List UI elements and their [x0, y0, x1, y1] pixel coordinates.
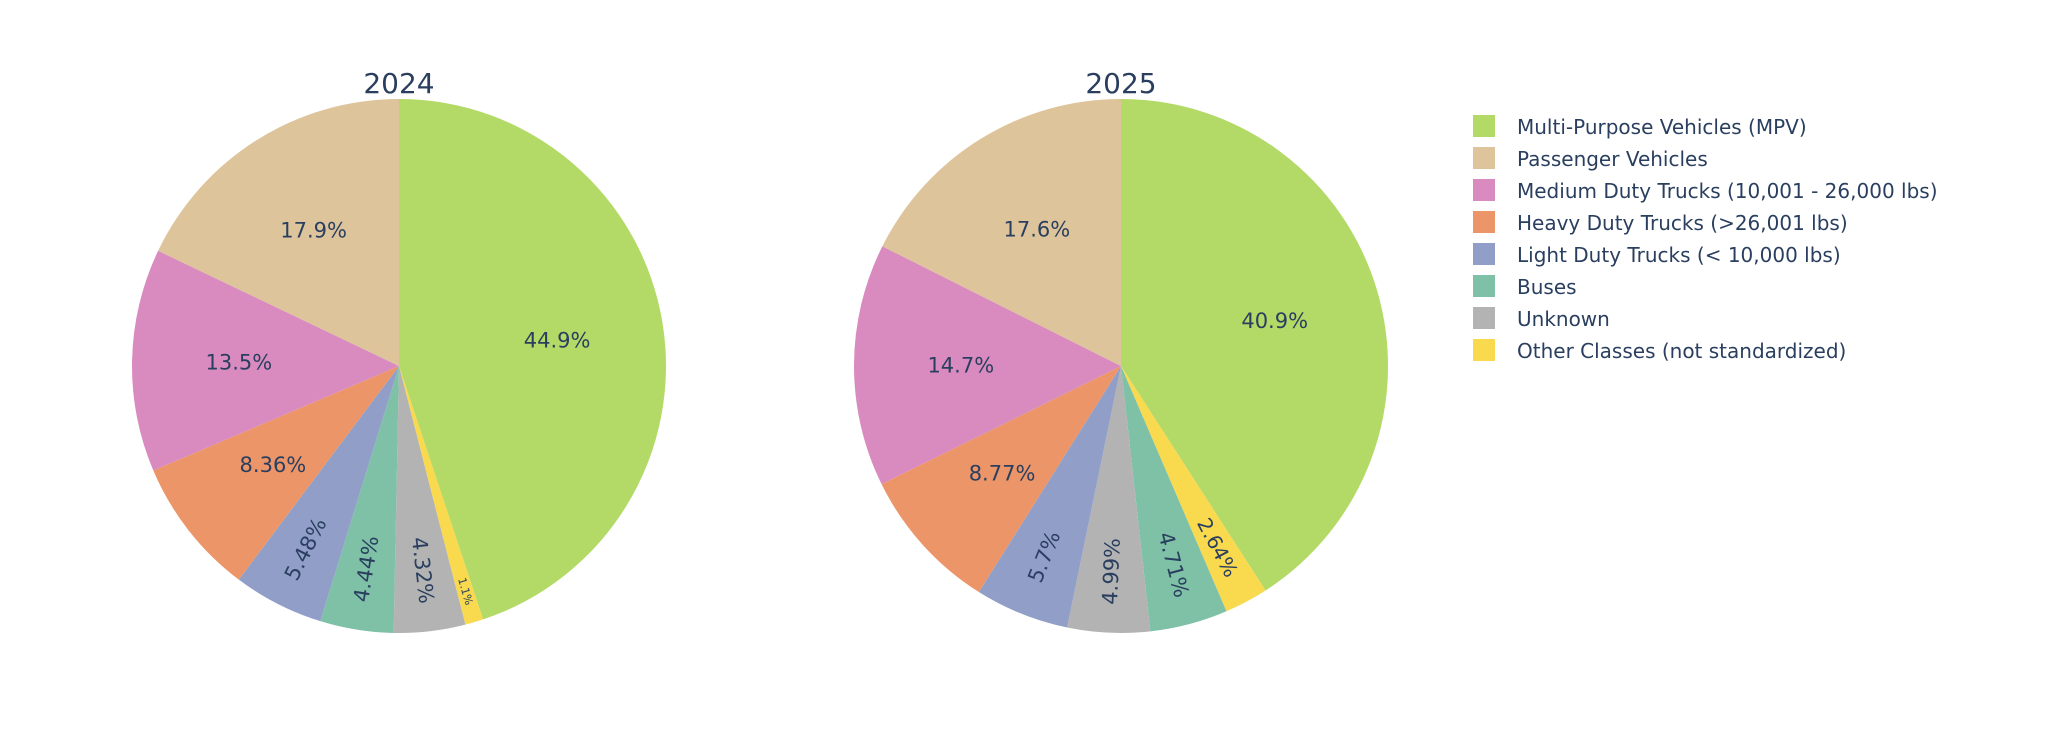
slice-light-duty-trucks-10-000-lbs[interactable]: [238, 366, 399, 622]
slice-buses[interactable]: [320, 366, 399, 633]
slice-other-classes-not-standardized[interactable]: [399, 366, 484, 625]
legend-label: Buses: [1517, 275, 1577, 299]
legend-swatch: [1473, 275, 1495, 297]
legend-swatch: [1473, 179, 1495, 201]
slice-multi-purpose-vehicles-mpv[interactable]: [399, 99, 667, 620]
pie-title: 2025: [1085, 67, 1156, 100]
slice-medium-duty-trucks-10-001-26-000-lbs[interactable]: [131, 250, 399, 471]
legend-label: Other Classes (not standardized): [1517, 339, 1846, 363]
legend-swatch: [1473, 211, 1495, 233]
slice-medium-duty-trucks-10-001-26-000-lbs[interactable]: [854, 246, 1121, 485]
legend-swatch: [1473, 147, 1495, 169]
slice-light-duty-trucks-10-000-lbs[interactable]: [978, 366, 1121, 628]
slice-label: 13.5%: [205, 350, 272, 374]
legend-item-medium-duty-trucks-10-001-26-000-lbs[interactable]: Medium Duty Trucks (10,001 - 26,000 lbs): [1473, 179, 1938, 203]
slice-label: 8.77%: [969, 461, 1036, 485]
slice-heavy-duty-trucks-26-001-lbs[interactable]: [881, 366, 1121, 593]
legend-item-passenger-vehicles[interactable]: Passenger Vehicles: [1473, 147, 1708, 171]
pie-title: 2024: [363, 67, 434, 100]
slice-other-classes-not-standardized[interactable]: [1121, 366, 1266, 612]
pie-charts: 202444.9%1.1%4.32%4.44%5.48%8.36%13.5%17…: [131, 67, 1389, 634]
slice-multi-purpose-vehicles-mpv[interactable]: [1121, 99, 1389, 591]
legend-item-buses[interactable]: Buses: [1473, 275, 1577, 299]
slice-passenger-vehicles[interactable]: [158, 99, 399, 366]
slice-unknown[interactable]: [393, 366, 466, 634]
legend-label: Unknown: [1517, 307, 1610, 331]
slice-label: 4.99%: [1098, 537, 1125, 605]
slice-buses[interactable]: [1121, 366, 1227, 632]
slice-label: 14.7%: [927, 353, 994, 377]
pie-2024: 202444.9%1.1%4.32%4.44%5.48%8.36%13.5%17…: [131, 67, 667, 634]
legend-item-other-classes-not-standardized[interactable]: Other Classes (not standardized): [1473, 339, 1846, 363]
slice-label: 44.9%: [524, 328, 591, 352]
legend-label: Passenger Vehicles: [1517, 147, 1708, 171]
legend-label: Multi-Purpose Vehicles (MPV): [1517, 115, 1807, 139]
legend: Multi-Purpose Vehicles (MPV) Passenger Ve…: [1473, 115, 1938, 363]
slice-label: 17.9%: [280, 218, 347, 242]
legend-item-heavy-duty-trucks-26-001-lbs[interactable]: Heavy Duty Trucks (>26,001 lbs): [1473, 211, 1848, 235]
slice-heavy-duty-trucks-26-001-lbs[interactable]: [153, 366, 399, 580]
slice-unknown[interactable]: [1067, 366, 1151, 633]
legend-item-multi-purpose-vehicles-mpv[interactable]: Multi-Purpose Vehicles (MPV): [1473, 115, 1807, 139]
pie-2025: 202540.9%2.64%4.71%4.99%5.7%8.77%14.7%17…: [854, 67, 1389, 633]
legend-item-unknown[interactable]: Unknown: [1473, 307, 1610, 331]
legend-item-light-duty-trucks-10-000-lbs[interactable]: Light Duty Trucks (< 10,000 lbs): [1473, 243, 1841, 267]
legend-swatch: [1473, 339, 1495, 361]
slice-label: 40.9%: [1241, 309, 1308, 333]
slice-passenger-vehicles[interactable]: [882, 99, 1121, 366]
slice-label: 8.36%: [240, 453, 307, 477]
slice-label: 17.6%: [1004, 218, 1071, 242]
legend-swatch: [1473, 307, 1495, 329]
legend-swatch: [1473, 243, 1495, 265]
legend-label: Light Duty Trucks (< 10,000 lbs): [1517, 243, 1841, 267]
legend-label: Medium Duty Trucks (10,001 - 26,000 lbs): [1517, 179, 1938, 203]
legend-swatch: [1473, 115, 1495, 137]
legend-label: Heavy Duty Trucks (>26,001 lbs): [1517, 211, 1848, 235]
